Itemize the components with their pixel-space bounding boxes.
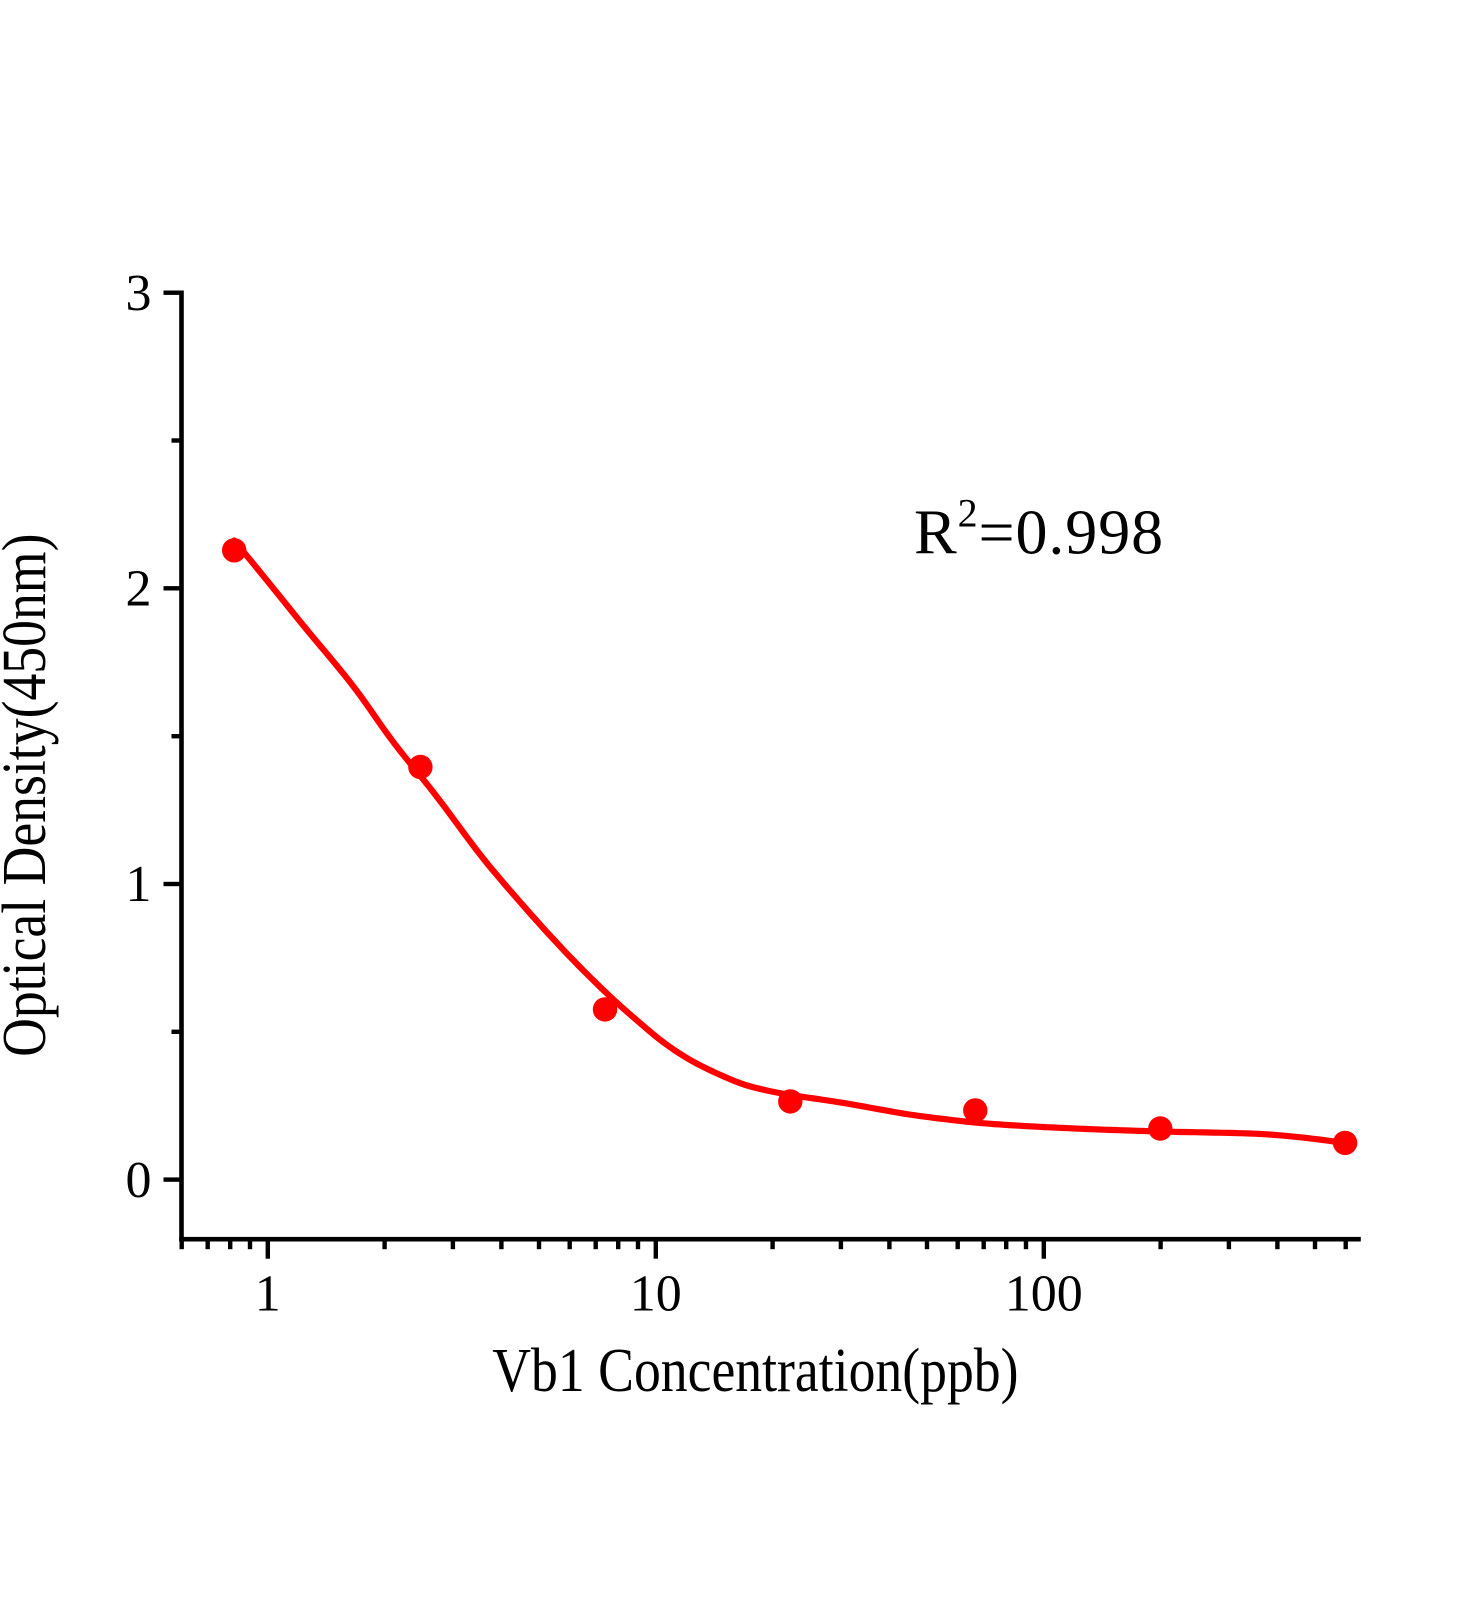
svg-text:Vb1 Concentration(ppb): Vb1 Concentration(ppb) xyxy=(492,1336,1018,1405)
svg-text:Optical Density(450nm): Optical Density(450nm) xyxy=(0,534,59,1057)
svg-text:100: 100 xyxy=(1005,1266,1083,1323)
svg-text:10: 10 xyxy=(630,1266,682,1323)
svg-text:R2=0.998: R2=0.998 xyxy=(914,491,1164,568)
svg-text:1: 1 xyxy=(255,1266,281,1323)
svg-text:1: 1 xyxy=(126,856,152,913)
svg-text:3: 3 xyxy=(126,265,152,322)
svg-text:0: 0 xyxy=(126,1152,152,1209)
svg-text:2: 2 xyxy=(126,561,152,618)
